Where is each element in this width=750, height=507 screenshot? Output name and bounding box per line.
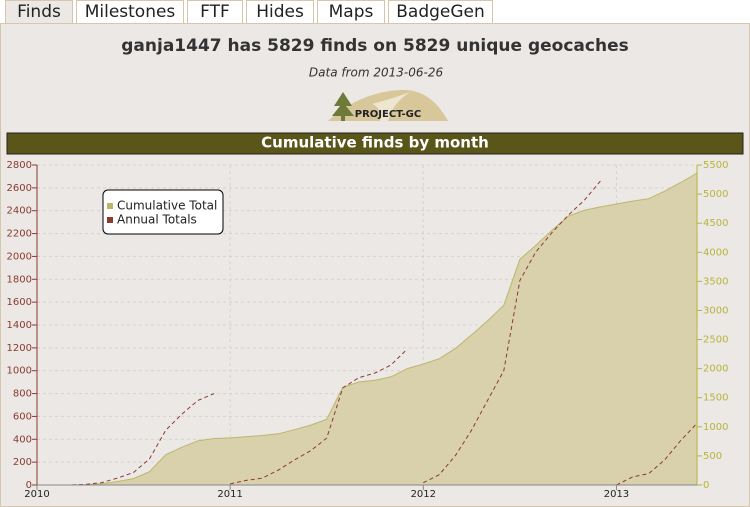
y2-tick-label: 500 bbox=[703, 451, 722, 462]
page-title: ganja1447 has 5829 finds on 5829 unique … bbox=[121, 36, 628, 56]
tab[interactable]: Finds bbox=[5, 0, 73, 23]
y2-tick-label: 1500 bbox=[703, 393, 728, 404]
y-tick-label: 200 bbox=[13, 457, 32, 468]
y-tick-label: 1000 bbox=[7, 366, 32, 377]
tab[interactable]: BadgeGen bbox=[388, 0, 493, 23]
y-tick-label: 2400 bbox=[7, 206, 32, 217]
y2-tick-label: 4500 bbox=[703, 218, 728, 229]
x-tick-label: 2010 bbox=[24, 489, 49, 500]
y-tick-label: 2800 bbox=[7, 160, 32, 171]
y-tick-label: 600 bbox=[13, 411, 32, 422]
y-tick-label: 400 bbox=[13, 434, 32, 445]
y2-tick-label: 3500 bbox=[703, 276, 728, 287]
legend-label: Annual Totals bbox=[117, 213, 197, 227]
y-tick-label: 2600 bbox=[7, 183, 32, 194]
y-tick-label: 2200 bbox=[7, 229, 32, 240]
legend-label: Cumulative Total bbox=[117, 199, 217, 213]
y2-tick-label: 0 bbox=[703, 480, 709, 491]
x-tick-label: 2011 bbox=[217, 489, 242, 500]
y-tick-label: 1600 bbox=[7, 297, 32, 308]
legend-box bbox=[102, 189, 224, 235]
page-subtitle: Data from 2013-06-26 bbox=[309, 66, 444, 80]
tab[interactable]: Maps bbox=[317, 0, 385, 23]
y-tick-label: 0 bbox=[26, 480, 32, 491]
y2-tick-label: 5000 bbox=[703, 189, 728, 200]
x-tick-label: 2012 bbox=[411, 489, 436, 500]
y-tick-label: 2000 bbox=[7, 251, 32, 262]
y-tick-label: 1400 bbox=[7, 320, 32, 331]
logo: PROJECT-GC bbox=[328, 89, 448, 121]
y-tick-label: 800 bbox=[13, 389, 32, 400]
chart-header bbox=[6, 132, 744, 155]
logo-text: PROJECT-GC bbox=[355, 109, 421, 120]
y-tick-label: 1200 bbox=[7, 343, 32, 354]
chart-title: Cumulative finds by month bbox=[261, 134, 489, 152]
y2-tick-label: 4000 bbox=[703, 247, 728, 258]
tab[interactable]: Hides bbox=[246, 0, 314, 23]
y2-tick-label: 2000 bbox=[703, 364, 728, 375]
line bbox=[616, 422, 698, 486]
line bbox=[423, 180, 601, 484]
legend-swatch bbox=[107, 203, 113, 209]
y2-tick-label: 1000 bbox=[703, 422, 728, 433]
y2-tick-label: 2500 bbox=[703, 335, 728, 346]
y2-tick-label: 5500 bbox=[703, 160, 728, 171]
x-tick-label: 2013 bbox=[604, 489, 629, 500]
tab[interactable]: FTF bbox=[187, 0, 243, 23]
line bbox=[230, 348, 408, 485]
y-tick-label: 1800 bbox=[7, 274, 32, 285]
area bbox=[37, 172, 698, 486]
y2-tick-label: 3000 bbox=[703, 305, 728, 316]
legend-swatch bbox=[107, 217, 113, 223]
tab[interactable]: Milestones bbox=[76, 0, 184, 23]
